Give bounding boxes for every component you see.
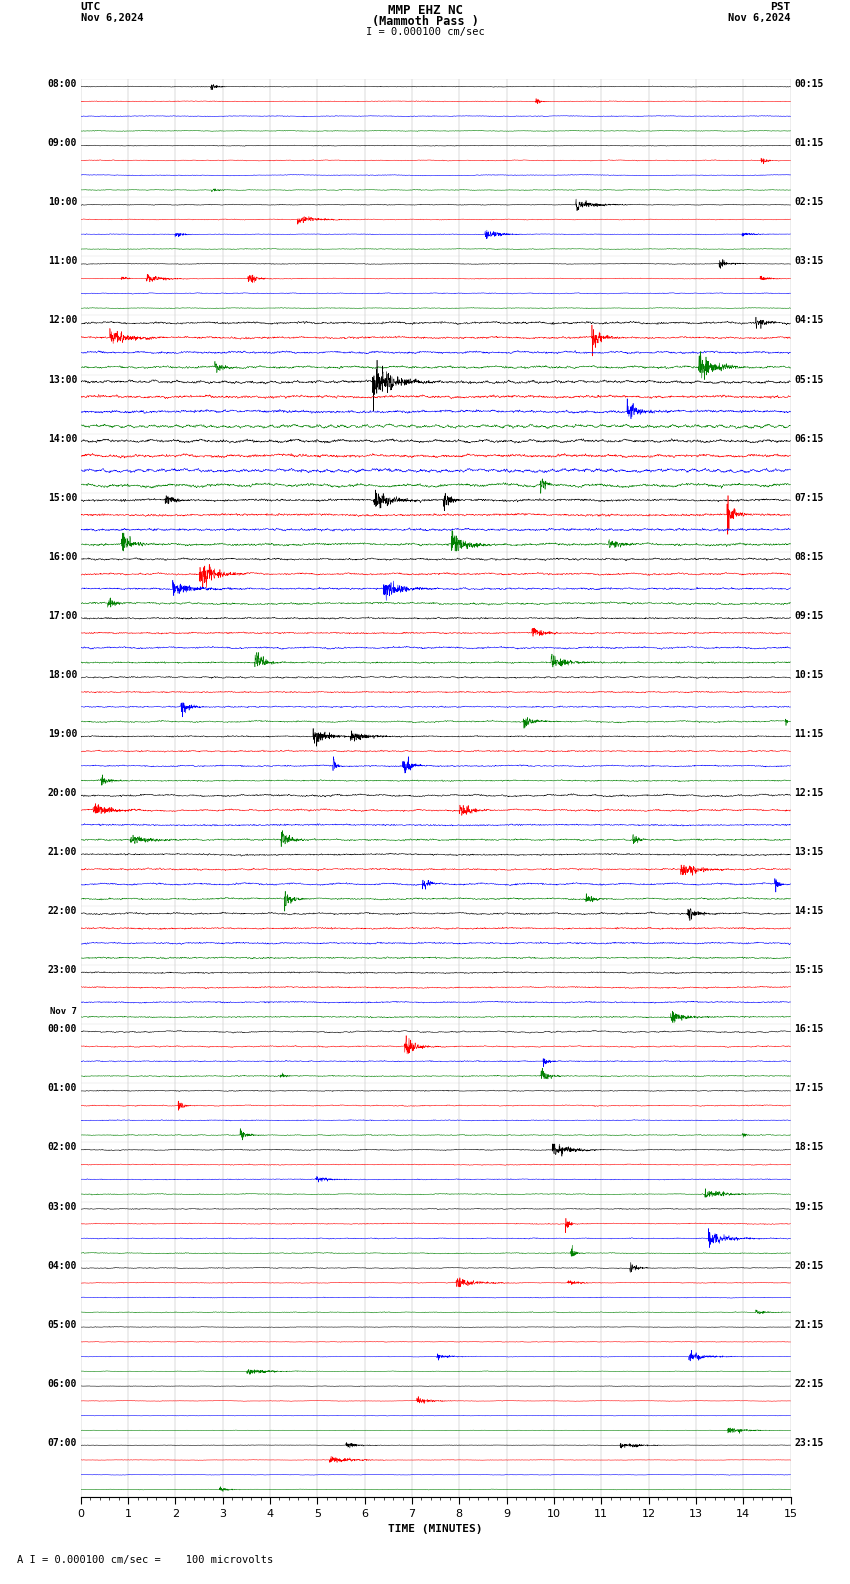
Text: 03:00: 03:00 xyxy=(48,1202,77,1212)
X-axis label: TIME (MINUTES): TIME (MINUTES) xyxy=(388,1524,483,1535)
Text: 07:00: 07:00 xyxy=(48,1438,77,1448)
Text: 15:00: 15:00 xyxy=(48,493,77,502)
Text: 11:15: 11:15 xyxy=(794,729,824,740)
Text: 19:15: 19:15 xyxy=(794,1202,824,1212)
Text: 23:15: 23:15 xyxy=(794,1438,824,1448)
Text: 01:15: 01:15 xyxy=(794,138,824,149)
Text: 21:00: 21:00 xyxy=(48,847,77,857)
Text: 12:00: 12:00 xyxy=(48,315,77,325)
Text: 17:15: 17:15 xyxy=(794,1083,824,1093)
Text: 14:00: 14:00 xyxy=(48,434,77,444)
Text: Nov 6,2024: Nov 6,2024 xyxy=(81,13,144,24)
Text: 22:00: 22:00 xyxy=(48,906,77,916)
Text: 04:15: 04:15 xyxy=(794,315,824,325)
Text: 08:00: 08:00 xyxy=(48,79,77,89)
Text: 23:00: 23:00 xyxy=(48,965,77,976)
Text: 09:00: 09:00 xyxy=(48,138,77,149)
Text: Nov 7: Nov 7 xyxy=(50,1007,77,1015)
Text: 17:00: 17:00 xyxy=(48,611,77,621)
Text: Nov 6,2024: Nov 6,2024 xyxy=(728,13,791,24)
Text: MMP EHZ NC: MMP EHZ NC xyxy=(388,3,462,17)
Text: 05:00: 05:00 xyxy=(48,1319,77,1329)
Text: (Mammoth Pass ): (Mammoth Pass ) xyxy=(371,14,479,29)
Text: 16:15: 16:15 xyxy=(794,1025,824,1034)
Text: 05:15: 05:15 xyxy=(794,374,824,385)
Text: 03:15: 03:15 xyxy=(794,257,824,266)
Text: 13:15: 13:15 xyxy=(794,847,824,857)
Text: 02:15: 02:15 xyxy=(794,198,824,208)
Text: 02:00: 02:00 xyxy=(48,1142,77,1153)
Text: 00:15: 00:15 xyxy=(794,79,824,89)
Text: 00:00: 00:00 xyxy=(48,1025,77,1034)
Text: 12:15: 12:15 xyxy=(794,787,824,798)
Text: 22:15: 22:15 xyxy=(794,1378,824,1389)
Text: 13:00: 13:00 xyxy=(48,374,77,385)
Text: 06:00: 06:00 xyxy=(48,1378,77,1389)
Text: 16:00: 16:00 xyxy=(48,551,77,562)
Text: 07:15: 07:15 xyxy=(794,493,824,502)
Text: 20:15: 20:15 xyxy=(794,1261,824,1270)
Text: 01:00: 01:00 xyxy=(48,1083,77,1093)
Text: PST: PST xyxy=(770,2,790,13)
Text: 18:15: 18:15 xyxy=(794,1142,824,1153)
Text: 08:15: 08:15 xyxy=(794,551,824,562)
Text: UTC: UTC xyxy=(81,2,101,13)
Text: 11:00: 11:00 xyxy=(48,257,77,266)
Text: A I = 0.000100 cm/sec =    100 microvolts: A I = 0.000100 cm/sec = 100 microvolts xyxy=(17,1555,273,1565)
Text: 14:15: 14:15 xyxy=(794,906,824,916)
Text: 19:00: 19:00 xyxy=(48,729,77,740)
Text: 06:15: 06:15 xyxy=(794,434,824,444)
Text: 10:15: 10:15 xyxy=(794,670,824,680)
Text: 18:00: 18:00 xyxy=(48,670,77,680)
Text: 10:00: 10:00 xyxy=(48,198,77,208)
Text: 15:15: 15:15 xyxy=(794,965,824,976)
Text: 04:00: 04:00 xyxy=(48,1261,77,1270)
Text: I = 0.000100 cm/sec: I = 0.000100 cm/sec xyxy=(366,27,484,36)
Text: 09:15: 09:15 xyxy=(794,611,824,621)
Text: 21:15: 21:15 xyxy=(794,1319,824,1329)
Text: 20:00: 20:00 xyxy=(48,787,77,798)
